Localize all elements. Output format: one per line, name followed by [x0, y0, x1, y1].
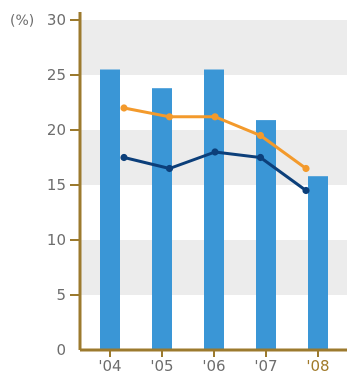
bar: [308, 176, 328, 350]
y-tick-label: 20: [47, 121, 66, 139]
bar: [152, 88, 172, 350]
bar: [204, 69, 224, 350]
data-point: [165, 113, 174, 121]
y-tick-label: 0: [56, 341, 66, 359]
data-point: [120, 153, 128, 162]
x-tick-labels: '04 '05 '06 '07 '08: [98, 357, 329, 374]
bar-series: [100, 69, 328, 350]
x-tick-label: '06: [202, 357, 225, 374]
line-series-group: [120, 104, 310, 195]
bar: [256, 120, 276, 350]
x-tick-label: '05: [150, 357, 173, 374]
y-unit-label: (%): [10, 13, 34, 29]
data-point: [302, 164, 310, 173]
x-tick-label: '04: [98, 357, 121, 374]
y-tick-label: 25: [47, 66, 66, 84]
x-tick-label: '07: [254, 357, 277, 374]
grid-band: [80, 20, 347, 75]
data-point: [256, 131, 265, 140]
y-tick-label: 15: [47, 176, 66, 194]
y-tick-label: 10: [47, 231, 66, 249]
axes: [70, 12, 347, 357]
data-point: [211, 113, 219, 121]
x-tick-label: '08: [306, 357, 329, 374]
data-point: [302, 186, 310, 195]
data-point: [120, 104, 128, 112]
bar: [100, 69, 120, 350]
y-tick-label: 30: [47, 11, 66, 29]
data-point: [165, 164, 174, 173]
line-series: [120, 104, 310, 173]
line-series: [120, 148, 310, 195]
y-tick-label: 5: [56, 286, 66, 304]
data-point: [256, 153, 265, 162]
data-point: [211, 148, 219, 156]
y-tick-labels: 0 5 10 15 20 25 30: [47, 11, 66, 359]
